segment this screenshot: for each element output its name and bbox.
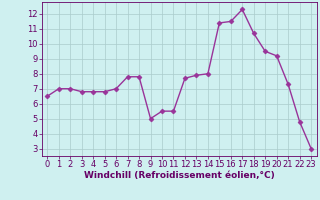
X-axis label: Windchill (Refroidissement éolien,°C): Windchill (Refroidissement éolien,°C) <box>84 171 275 180</box>
